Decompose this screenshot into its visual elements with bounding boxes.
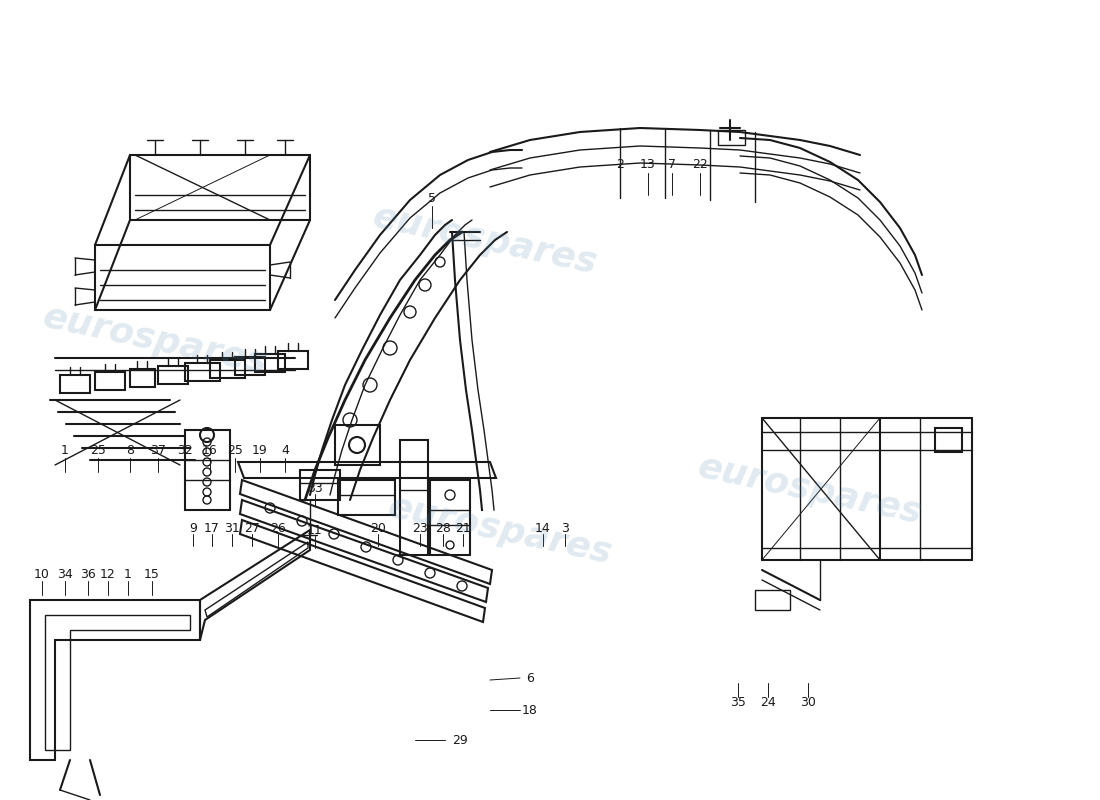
Text: 35: 35 <box>730 697 746 710</box>
Text: 11: 11 <box>307 523 323 537</box>
Text: 22: 22 <box>692 158 708 171</box>
Text: 13: 13 <box>640 158 656 171</box>
Text: eurospares: eurospares <box>385 490 615 570</box>
Text: 6: 6 <box>526 671 534 685</box>
Text: 37: 37 <box>150 443 166 457</box>
Text: 25: 25 <box>90 443 106 457</box>
Text: 19: 19 <box>252 443 268 457</box>
Text: 29: 29 <box>452 734 468 746</box>
Text: 28: 28 <box>436 522 451 534</box>
Text: 1: 1 <box>62 443 69 457</box>
Text: 15: 15 <box>144 569 159 582</box>
Text: 34: 34 <box>57 569 73 582</box>
Text: 16: 16 <box>202 443 218 457</box>
Text: 18: 18 <box>522 703 538 717</box>
Text: 33: 33 <box>307 482 323 494</box>
Text: 30: 30 <box>800 697 816 710</box>
Text: 1: 1 <box>124 569 132 582</box>
Text: 20: 20 <box>370 522 386 534</box>
Text: 5: 5 <box>428 191 436 205</box>
Text: 8: 8 <box>126 443 134 457</box>
Text: 14: 14 <box>535 522 551 534</box>
Text: 25: 25 <box>227 443 243 457</box>
Text: 27: 27 <box>244 522 260 534</box>
Text: 10: 10 <box>34 569 50 582</box>
Text: 24: 24 <box>760 697 775 710</box>
Text: 26: 26 <box>271 522 286 534</box>
Text: 32: 32 <box>177 443 192 457</box>
Text: eurospares: eurospares <box>40 300 271 380</box>
Text: 7: 7 <box>668 158 676 171</box>
Text: 9: 9 <box>189 522 197 534</box>
Text: eurospares: eurospares <box>695 450 925 530</box>
Text: 2: 2 <box>616 158 624 171</box>
Text: eurospares: eurospares <box>370 200 601 280</box>
Text: 31: 31 <box>224 522 240 534</box>
Text: 12: 12 <box>100 569 116 582</box>
Text: 17: 17 <box>205 522 220 534</box>
Text: 4: 4 <box>282 443 289 457</box>
Text: 3: 3 <box>561 522 569 534</box>
Text: 21: 21 <box>455 522 471 534</box>
Text: 36: 36 <box>80 569 96 582</box>
Text: 23: 23 <box>412 522 428 534</box>
